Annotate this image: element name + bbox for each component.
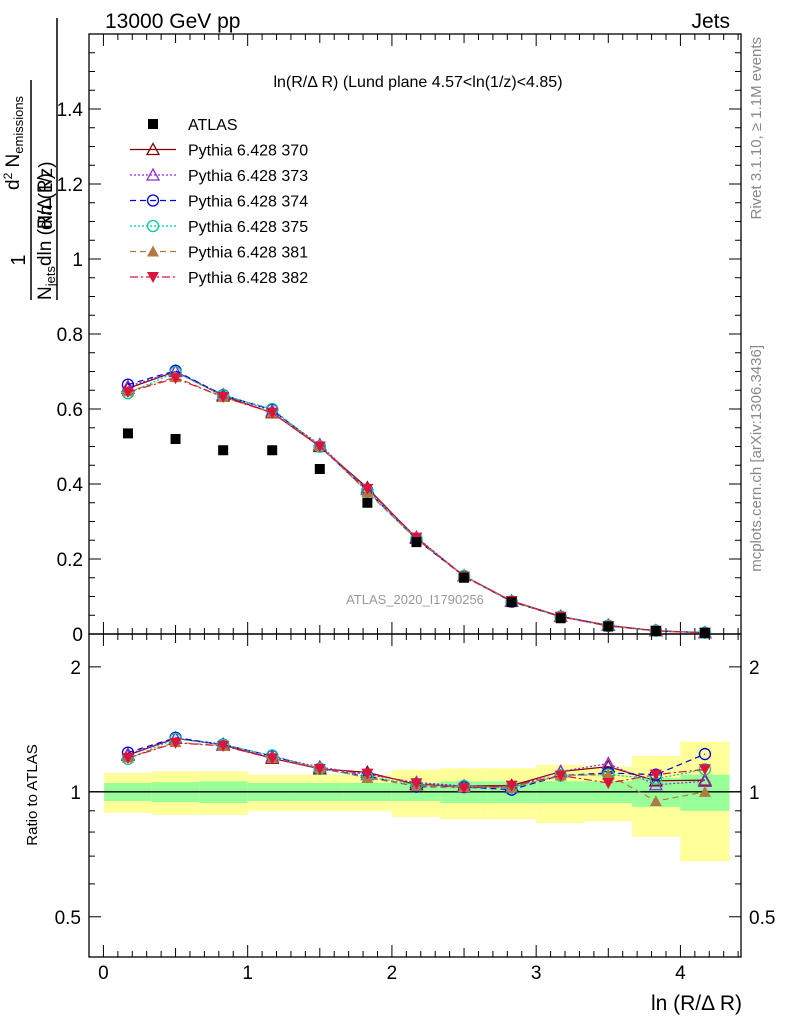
legend-marker-atlas [148, 119, 158, 129]
ratio-point [648, 773, 663, 787]
ratio-frame [88, 633, 742, 958]
ratio-tick-label: 0.5 [55, 908, 81, 929]
ratio-point [169, 737, 182, 749]
series-point [121, 387, 134, 399]
data-point [650, 626, 661, 636]
data-point [603, 621, 614, 632]
legend-marker [145, 142, 161, 156]
y-tick-label: 0 [72, 625, 83, 646]
ratio-point [313, 763, 326, 775]
ratio-point [698, 747, 712, 761]
legend-marker [146, 194, 160, 207]
data-point [314, 464, 325, 474]
plot-title: ln(R/Δ R) (Lund plane 4.57<ln(1/z)<4.85) [273, 74, 562, 91]
ratio-point [121, 753, 134, 765]
ratio-point [410, 778, 423, 790]
legend-marker [146, 219, 160, 233]
series-point [217, 392, 230, 403]
data-point [459, 572, 470, 583]
series-point [361, 483, 374, 495]
ratio-tick-label: 1 [749, 783, 760, 804]
legend-label: ATLAS [188, 117, 238, 134]
ratio-point [217, 740, 230, 752]
svg-text:d2 Nemissions: d2 Nemissions [1, 95, 26, 190]
main-ylabel: 1 Njetsdln (R/Δ R) dln (1/z) d2 Nemissio… [1, 18, 58, 300]
x-axis-label: ln (R/Δ R) [651, 992, 742, 1015]
y-tick-label: 1.2 [57, 175, 83, 196]
data-point [170, 434, 181, 444]
ratio-tick-label: 0.5 [749, 908, 775, 929]
y-tick-label: 0.8 [57, 325, 83, 346]
svg-text:dln (1/z): dln (1/z) [36, 161, 57, 230]
legend-marker [147, 245, 159, 257]
ratio-point [648, 777, 663, 791]
series-point [169, 373, 182, 385]
x-tick-label: 3 [531, 963, 542, 984]
ratio-plot-area: 0 1 2 3 4 0.5 0.5 1 1 2 2 [55, 633, 775, 984]
legend-label: Pythia 6.428 381 [188, 245, 308, 262]
ratio-tick-label: 2 [70, 658, 81, 679]
legend-marker [145, 167, 161, 181]
ratio-point [361, 768, 374, 780]
data-point [411, 537, 422, 548]
legend-label: Pythia 6.428 373 [188, 168, 308, 185]
legend-label: Pythia 6.428 374 [188, 194, 308, 211]
y-tick-label: 0.2 [57, 550, 83, 571]
ratio-point [554, 770, 567, 782]
x-tick-label: 1 [242, 963, 253, 984]
legend: ATLAS Pythia 6.428 370 Pythia 6.428 373 Pyt… [130, 117, 308, 287]
data-point [122, 428, 133, 439]
mcplots-info: mcplots.cern.ch [arXiv:1306.3436] [748, 345, 765, 572]
header-right: Jets [691, 10, 730, 33]
data-point [506, 597, 517, 608]
ratio-point [698, 785, 711, 797]
y-tick-label: 1 [72, 250, 83, 271]
ratio-point [698, 764, 711, 776]
y-tick-label: 0.6 [57, 400, 83, 421]
data-point [218, 445, 229, 456]
legend-label: Pythia 6.428 370 [188, 143, 308, 160]
ratio-point [266, 753, 279, 765]
ratio-ylabel: Ratio to ATLAS [24, 744, 41, 845]
data-point [699, 627, 710, 638]
y-tick-label: 0.4 [57, 475, 84, 496]
data-point [362, 497, 373, 508]
data-point [267, 445, 278, 456]
x-tick-label: 0 [98, 963, 109, 984]
y-tick-label: 1.4 [57, 100, 84, 121]
ratio-point [602, 768, 615, 780]
ratio-point [649, 769, 662, 781]
legend-label: Pythia 6.428 375 [188, 219, 308, 236]
rivet-info: Rivet 3.1.10, ≥ 1.1M events [748, 37, 765, 220]
x-tick-label: 2 [387, 963, 398, 984]
ratio-point [505, 780, 518, 792]
data-point [555, 613, 566, 624]
ratio-tick-label: 2 [749, 658, 760, 679]
ratio-tick-label: 1 [70, 783, 81, 804]
main-plot-area: 0 0.2 0.4 0.6 0.8 1 1.2 1.4 [57, 33, 742, 646]
series-point [313, 441, 326, 453]
ratio-point [602, 778, 615, 790]
watermark: ATLAS_2020_I1790256 [346, 592, 484, 607]
svg-text:1: 1 [8, 254, 30, 265]
legend-marker [147, 272, 159, 283]
ratio-point [649, 795, 662, 807]
header-left: 13000 GeV pp [105, 10, 240, 33]
legend-label: Pythia 6.428 382 [188, 270, 308, 287]
series-point [266, 407, 279, 419]
ratio-point [458, 783, 471, 795]
x-tick-label: 4 [675, 963, 686, 984]
